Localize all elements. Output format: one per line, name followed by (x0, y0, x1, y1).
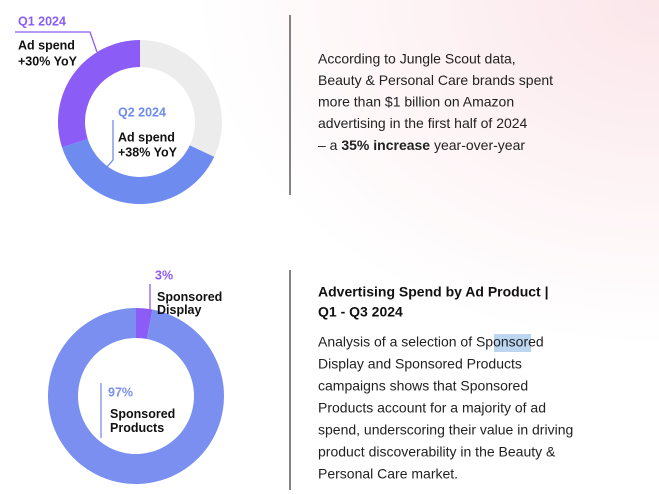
section-title: Q1 - Q3 2024 (318, 304, 403, 320)
value-label: 3% (155, 268, 173, 282)
paragraph-line: Display and Sponsored Products (318, 356, 522, 372)
donut-segment (136, 308, 153, 340)
donut-segment (47, 308, 224, 484)
paragraph-line: Analysis of a selection of Sponsored (318, 334, 544, 350)
paragraph-segment: 35% increase (341, 137, 430, 153)
category-label: Q2 2024 (118, 105, 166, 119)
paragraph-line: more than $1 billion on Amazon (318, 94, 514, 110)
paragraph-line: According to Jungle Scout data, (318, 51, 516, 67)
paragraph-line: – a 35% increase year-over-year (318, 137, 525, 153)
metric-label: Ad spend (118, 130, 175, 144)
donut-segment (57, 40, 140, 148)
category-label: Q1 2024 (18, 14, 66, 28)
section-title: Advertising Spend by Ad Product | (318, 284, 549, 300)
paragraph-line: Beauty & Personal Care brands spent (318, 72, 553, 88)
paragraph-line: advertising in the first half of 2024 (318, 115, 528, 131)
paragraph-line: product discoverability in the Beauty & (318, 444, 556, 460)
paragraph-line: Personal Care market. (318, 466, 458, 482)
leader-line (105, 120, 114, 169)
metric-label: Ad spend (18, 38, 75, 52)
paragraph-line: campaigns shows that Sponsored (318, 378, 528, 394)
paragraph-segment: – a (318, 137, 341, 153)
paragraph-segment: year-over-year (430, 137, 525, 153)
value-label: +38% YoY (118, 145, 178, 159)
paragraph-line: spend, underscoring their value in drivi… (318, 422, 573, 438)
category-label: Sponsored Products (110, 407, 175, 435)
charts (47, 40, 224, 484)
value-label: 97% (108, 385, 133, 399)
leader-line (15, 31, 98, 53)
paragraph-line: Products account for a majority of ad (318, 400, 546, 416)
category-label: Sponsored Display (157, 290, 222, 317)
text-selection (494, 334, 531, 352)
donut-segment (62, 138, 215, 204)
value-label: +30% YoY (18, 54, 78, 68)
